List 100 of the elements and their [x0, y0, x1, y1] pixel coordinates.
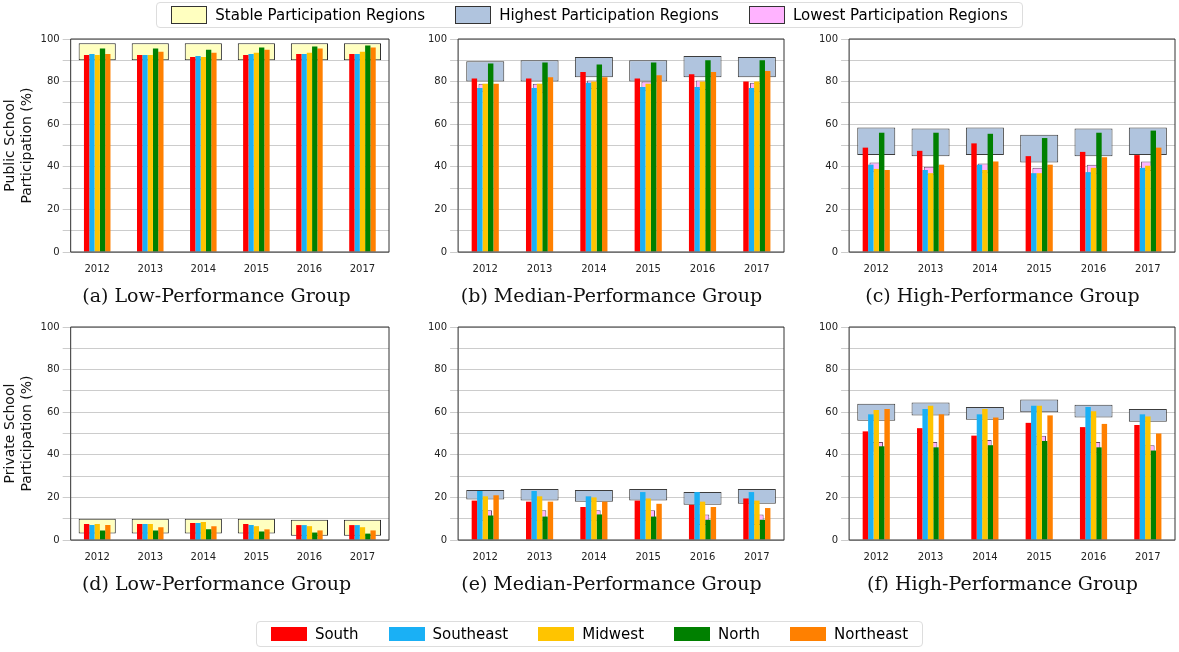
bar	[200, 57, 206, 252]
bar	[306, 52, 313, 252]
x-tick-label: 2013	[137, 262, 163, 274]
bar	[993, 161, 999, 252]
bar	[596, 64, 603, 252]
bar	[359, 51, 366, 252]
bar	[1041, 138, 1048, 252]
bar	[354, 525, 360, 540]
bar	[1025, 156, 1032, 252]
x-tick-label: 2016	[296, 550, 323, 562]
bar	[301, 525, 307, 540]
bar	[1101, 157, 1108, 252]
bar	[158, 51, 164, 252]
y-tick-label: 100	[427, 32, 448, 44]
bar	[1047, 164, 1053, 252]
bar	[705, 60, 711, 252]
y-tick-label: 100	[40, 320, 60, 332]
y-tick-label: 40	[434, 448, 448, 460]
bar	[359, 527, 366, 540]
bar	[748, 492, 755, 540]
legend-label: Lowest Participation Regions	[792, 6, 1008, 24]
bar	[743, 81, 749, 252]
text: (c) High-Performance Group	[864, 284, 1141, 306]
x-tick-label: 2015	[1026, 550, 1052, 562]
x-tick-label: 2013	[137, 550, 163, 562]
bar	[1134, 424, 1140, 540]
bar	[471, 78, 478, 252]
bar	[922, 409, 928, 540]
y-tick-label: 0	[440, 533, 448, 545]
bar	[580, 72, 586, 252]
bar	[1155, 147, 1162, 252]
legend-label: Midwest	[582, 625, 645, 643]
legend-label: Highest Participation Regions	[499, 6, 719, 24]
x-tick-label: 2012	[863, 262, 889, 274]
bar	[982, 170, 988, 252]
bar	[205, 529, 212, 540]
bar	[99, 48, 106, 252]
bar	[99, 530, 106, 540]
x-tick-label: 2014	[581, 262, 607, 274]
bar	[536, 83, 543, 252]
bar	[764, 70, 771, 252]
bar	[922, 170, 928, 252]
bar	[264, 49, 270, 252]
bar	[759, 60, 765, 252]
bar	[1036, 405, 1042, 540]
y-tick-label: 100	[818, 320, 839, 332]
y-tick-label: 40	[825, 448, 839, 460]
x-tick-label: 2015	[243, 262, 270, 274]
text: (a) Low-Performance Group	[81, 284, 352, 306]
bar	[370, 47, 376, 252]
x-tick-label: 2015	[635, 262, 661, 274]
x-tick-label: 2017	[1135, 262, 1161, 274]
bar	[933, 447, 939, 540]
bar	[710, 506, 717, 540]
y-tick-label: 80	[434, 363, 448, 375]
bar	[645, 83, 651, 252]
text: (e) Median-Performance Group	[460, 572, 763, 594]
bar	[264, 529, 270, 540]
bar	[591, 81, 597, 252]
bar	[83, 54, 90, 252]
bar	[306, 526, 313, 540]
x-tick-label: 2012	[472, 262, 498, 274]
bar	[83, 524, 90, 540]
bar	[253, 526, 260, 540]
bar	[94, 524, 100, 540]
y-tick-label: 20	[46, 202, 60, 214]
bar	[764, 508, 771, 540]
bar	[354, 53, 360, 252]
bar	[301, 53, 307, 252]
bar	[190, 522, 196, 540]
bar	[634, 500, 641, 540]
bar	[754, 81, 760, 252]
bar	[147, 54, 153, 252]
bar	[640, 86, 646, 252]
bar	[536, 496, 543, 540]
bar	[195, 56, 201, 252]
legend-label: South	[314, 625, 359, 643]
bar	[868, 164, 874, 252]
bar	[211, 526, 217, 540]
y-tick-label: 60	[46, 117, 60, 129]
y-tick-label: 20	[434, 202, 448, 214]
bar	[971, 143, 977, 252]
bar	[248, 53, 254, 252]
y-tick-label: 0	[831, 533, 839, 545]
y-tick-label: 20	[434, 490, 448, 502]
bar	[1096, 447, 1102, 540]
bar	[743, 498, 749, 540]
y-tick-label: 80	[825, 75, 839, 87]
bar	[694, 492, 700, 540]
bar	[477, 491, 483, 540]
y-tick-label: 60	[434, 117, 448, 129]
text: (f) High-Performance Group	[866, 572, 1139, 594]
bar	[650, 62, 657, 252]
bar	[938, 164, 945, 252]
bar	[296, 525, 302, 540]
bar	[884, 409, 890, 540]
bar	[1085, 406, 1091, 540]
y-tick-label: 0	[53, 533, 60, 545]
x-tick-label: 2012	[472, 550, 498, 562]
bar	[105, 525, 111, 540]
